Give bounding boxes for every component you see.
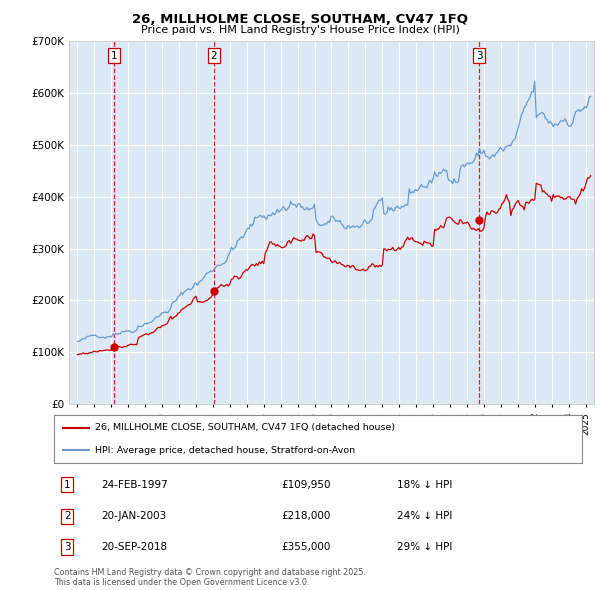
Text: 1: 1 bbox=[110, 51, 117, 61]
Text: 29% ↓ HPI: 29% ↓ HPI bbox=[397, 542, 452, 552]
Text: 24-FEB-1997: 24-FEB-1997 bbox=[101, 480, 168, 490]
Text: £355,000: £355,000 bbox=[281, 542, 331, 552]
Text: 2: 2 bbox=[211, 51, 217, 61]
Text: 1: 1 bbox=[64, 480, 71, 490]
Text: 2: 2 bbox=[64, 512, 71, 522]
Text: Contains HM Land Registry data © Crown copyright and database right 2025.
This d: Contains HM Land Registry data © Crown c… bbox=[54, 568, 366, 587]
Text: 18% ↓ HPI: 18% ↓ HPI bbox=[397, 480, 452, 490]
Text: Price paid vs. HM Land Registry's House Price Index (HPI): Price paid vs. HM Land Registry's House … bbox=[140, 25, 460, 35]
Text: HPI: Average price, detached house, Stratford-on-Avon: HPI: Average price, detached house, Stra… bbox=[95, 445, 355, 454]
Text: 20-JAN-2003: 20-JAN-2003 bbox=[101, 512, 167, 522]
Text: 3: 3 bbox=[64, 542, 71, 552]
Text: 26, MILLHOLME CLOSE, SOUTHAM, CV47 1FQ: 26, MILLHOLME CLOSE, SOUTHAM, CV47 1FQ bbox=[132, 13, 468, 26]
Text: £218,000: £218,000 bbox=[281, 512, 331, 522]
Text: 24% ↓ HPI: 24% ↓ HPI bbox=[397, 512, 452, 522]
Text: 3: 3 bbox=[476, 51, 482, 61]
Text: 26, MILLHOLME CLOSE, SOUTHAM, CV47 1FQ (detached house): 26, MILLHOLME CLOSE, SOUTHAM, CV47 1FQ (… bbox=[95, 424, 395, 432]
Text: £109,950: £109,950 bbox=[281, 480, 331, 490]
Text: 20-SEP-2018: 20-SEP-2018 bbox=[101, 542, 167, 552]
